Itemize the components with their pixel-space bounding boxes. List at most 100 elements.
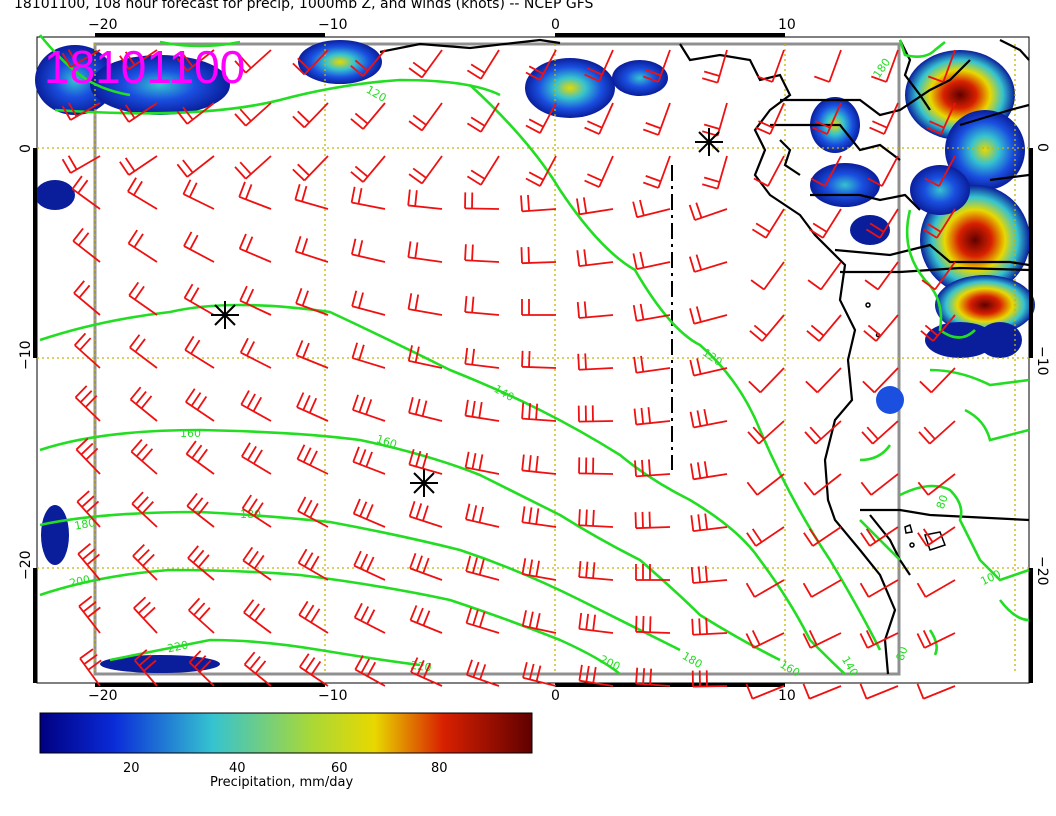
wind-barb [295,288,329,316]
wind-barb [803,473,842,496]
wind-barb [238,233,272,263]
wind-barb [188,597,215,634]
wind-barb [464,503,500,528]
storm-marker-2 [410,469,438,497]
wind-barb [522,662,557,687]
wind-barb [916,630,956,649]
wind-barb [702,49,728,84]
wind-barb [408,449,443,475]
wind-barb [859,683,899,700]
wind-barb [183,231,215,263]
wind-barb [76,490,101,528]
wind-barb [187,545,215,581]
wind-barb [464,399,500,422]
wind-barb [408,397,443,422]
wind-barb [689,306,728,325]
storm-marker-1 [211,301,239,329]
wind-barb [351,290,386,316]
tick-label: −20 [88,17,118,33]
wind-barb [128,281,158,316]
wind-barb [352,394,386,422]
wind-barb [243,599,272,634]
wind-barb [133,596,158,634]
wind-barb [295,340,329,369]
wind-barb [578,509,614,528]
wind-barb [578,561,614,581]
contour-label: 80 [934,493,951,511]
wind-barb [243,651,272,687]
graticule [37,44,1029,674]
wind-barb [702,155,728,190]
axis-bars [33,33,1033,687]
wind-barb [408,102,443,132]
wind-barb [521,506,557,528]
tick-label: −20 [88,688,118,704]
tick-label: −10 [318,688,348,704]
wind-barb [688,254,728,273]
wind-barb [464,451,500,475]
contour-label: 180 [73,516,96,532]
wind-barb [464,296,500,316]
wind-barb [634,511,671,530]
wind-barb [749,314,785,342]
tick-label: 0 [551,688,560,704]
wind-barb [689,408,728,429]
wind-barb [867,155,899,187]
wind-barb [521,610,557,634]
wind-barb [802,579,842,598]
wind-barb [299,653,329,687]
wind-barb [240,390,272,422]
wind-barb [351,342,386,369]
wind-barb [578,457,614,475]
wind-barb [72,227,101,263]
colorbar-tick: 40 [229,761,246,776]
wind-barb [864,261,899,291]
wind-barb [176,49,215,72]
wind-barb [860,526,899,547]
wind-barb [520,246,557,265]
contour-label: 160 [180,427,201,440]
wind-barb [61,49,101,68]
tick-label: 0 [18,144,34,153]
wind-barb [688,202,728,221]
wind-barb [521,350,557,369]
wind-barb [921,261,956,291]
wind-barb [353,602,386,634]
wind-barb [238,181,272,210]
wind-barb [465,555,500,581]
tick-label: −10 [318,17,348,33]
wind-barb [584,155,614,188]
wind-barb [635,615,671,634]
wind-barb [690,565,728,584]
wind-barb [119,102,158,123]
wind-barb [916,683,956,700]
wind-barb [185,440,215,475]
wind-barb [859,630,899,649]
wind-barb [466,102,500,133]
wind-barb [407,189,443,210]
wind-barb [917,526,956,547]
tick-label: 0 [551,17,560,33]
wind-barb [525,155,557,187]
wind-barb [77,542,101,581]
wind-barb [297,548,329,581]
wind-barb [127,229,158,263]
wind-barb [464,347,500,369]
wind-barb [810,155,842,187]
wind-barb [803,526,842,547]
wind-barb [578,664,614,687]
wind-barb [353,550,386,581]
wind-barb [73,280,101,316]
wind-barb [632,251,671,270]
wind-barb [183,283,215,316]
wind-barb [807,261,842,291]
wind-barb [521,558,557,581]
contour-label: 200 [68,573,91,590]
height-contours [38,34,1030,676]
wind-barb [350,186,386,210]
tick-label: 0 [1034,143,1050,152]
wind-barb [576,301,614,319]
wind-barb [61,155,101,174]
contour-label: 160 [375,432,399,451]
wind-barb [407,345,443,369]
